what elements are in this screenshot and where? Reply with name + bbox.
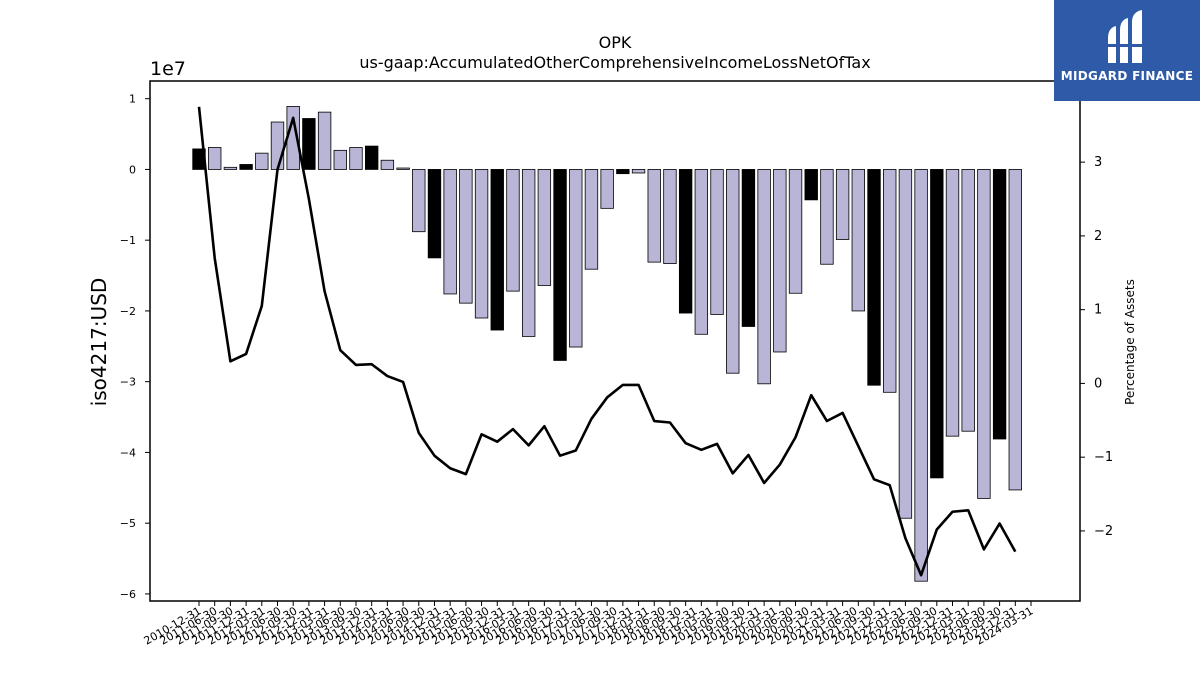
- logo-text: MIDGARD FINANCE: [1060, 69, 1194, 83]
- percentage-line: [197, 106, 1017, 577]
- bar: [427, 169, 442, 259]
- bar: [820, 169, 834, 265]
- y2-tick-label: 0: [1094, 376, 1102, 391]
- bar: [788, 169, 803, 294]
- midgard-finance-logo: MIDGARD FINANCE: [1054, 0, 1200, 101]
- bar: [977, 169, 991, 499]
- y-tick-label: −6: [120, 588, 136, 601]
- y-scale-label: 1e7: [150, 58, 186, 80]
- bar: [898, 169, 913, 519]
- bar: [710, 169, 724, 315]
- bar: [380, 159, 395, 170]
- y-axis-label: iso4217:USD: [87, 278, 111, 407]
- bar: [270, 121, 285, 170]
- y-tick-label: −4: [120, 446, 136, 459]
- y2-tick-label: 2: [1094, 229, 1102, 244]
- bar: [992, 169, 1007, 440]
- bar: [663, 169, 677, 264]
- bar: [553, 169, 567, 361]
- bar: [773, 169, 787, 353]
- bar: [804, 169, 818, 201]
- bar: [333, 149, 347, 170]
- bar: [569, 169, 583, 348]
- y2-axis-label: Percentage of Assets: [1123, 279, 1137, 405]
- bar: [474, 169, 489, 319]
- line-group: [197, 106, 1017, 577]
- bar: [851, 169, 865, 312]
- bar: [647, 169, 661, 263]
- bar: [412, 169, 426, 233]
- bar-group: [192, 106, 1022, 582]
- bar: [506, 169, 520, 292]
- bar: [255, 152, 269, 170]
- bar: [396, 167, 410, 170]
- bar: [867, 169, 881, 386]
- y2-tick-label: 1: [1094, 303, 1102, 318]
- bar: [317, 111, 332, 170]
- bar: [208, 147, 222, 170]
- bar: [883, 169, 897, 393]
- y-axis-ticks: 1 0 −1 −2 −3 −4 −5 −6: [120, 93, 150, 601]
- y-tick-label: 1: [129, 93, 136, 106]
- bar: [835, 169, 850, 240]
- bar: [584, 169, 599, 270]
- y2-axis-ticks: 3 2 1 0 −1 −2: [1080, 155, 1113, 539]
- bar: [631, 169, 646, 174]
- bar: [600, 169, 614, 209]
- bar: [364, 145, 379, 170]
- y-tick-label: −3: [120, 376, 136, 389]
- y2-tick-label: 3: [1094, 155, 1102, 170]
- bar: [757, 169, 771, 385]
- chart-subtitle: us-gaap:AccumulatedOtherComprehensiveInc…: [359, 53, 870, 72]
- y2-tick-label: −1: [1094, 450, 1113, 465]
- midgard-logo-icon: [1106, 10, 1146, 63]
- y2-tick-label: −2: [1094, 524, 1113, 539]
- bar: [616, 169, 630, 175]
- x-axis-ticks: 2010-12-312011-06-302011-09-302011-12-31…: [142, 601, 1036, 648]
- bar: [961, 169, 975, 432]
- y-tick-label: −1: [120, 234, 136, 247]
- bar: [914, 169, 928, 582]
- bar: [490, 169, 504, 331]
- y-tick-label: −2: [120, 305, 136, 318]
- bar: [945, 169, 960, 437]
- bar: [223, 166, 238, 170]
- y-tick-label: −5: [120, 517, 136, 530]
- bar: [1008, 169, 1022, 491]
- bar: [537, 169, 552, 286]
- bar: [521, 169, 536, 337]
- bar: [741, 169, 756, 327]
- plot-frame: [149, 80, 1081, 602]
- bar: [239, 164, 253, 170]
- bar: [726, 169, 740, 374]
- chart-title: OPK: [599, 33, 632, 52]
- bar: [349, 147, 363, 170]
- y-tick-label: 0: [129, 163, 136, 176]
- bar: [459, 169, 473, 304]
- bar: [678, 169, 693, 314]
- bar: [694, 169, 709, 335]
- bar: [302, 118, 316, 170]
- bar: [443, 169, 457, 295]
- bar: [930, 169, 944, 479]
